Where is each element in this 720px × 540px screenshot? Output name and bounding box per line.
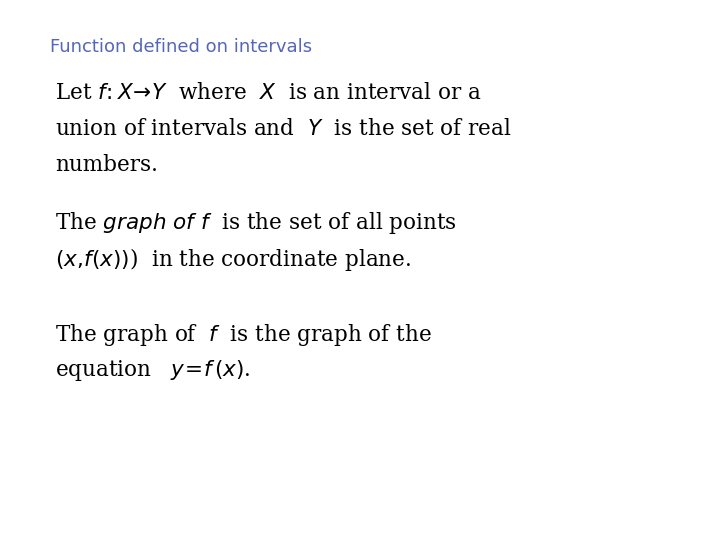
Text: $(x,\!f(x))$)  in the coordinate plane.: $(x,\!f(x))$) in the coordinate plane. xyxy=(55,246,411,273)
Text: union of intervals and  $Y$  is the set of real: union of intervals and $Y$ is the set of… xyxy=(55,118,512,140)
Text: The graph of  $f$  is the graph of the: The graph of $f$ is the graph of the xyxy=(55,322,432,348)
Text: Let $f\!: X\!\rightarrow\!Y$  where  $X$  is an interval or a: Let $f\!: X\!\rightarrow\!Y$ where $X$ i… xyxy=(55,82,482,104)
Text: numbers.: numbers. xyxy=(55,154,158,176)
Text: Function defined on intervals: Function defined on intervals xyxy=(50,38,312,56)
Text: equation   $y\!=\!f\,(x)$.: equation $y\!=\!f\,(x)$. xyxy=(55,358,251,383)
Text: The $\mathit{graph\ of\ f}$  is the set of all points: The $\mathit{graph\ of\ f}$ is the set o… xyxy=(55,210,456,236)
